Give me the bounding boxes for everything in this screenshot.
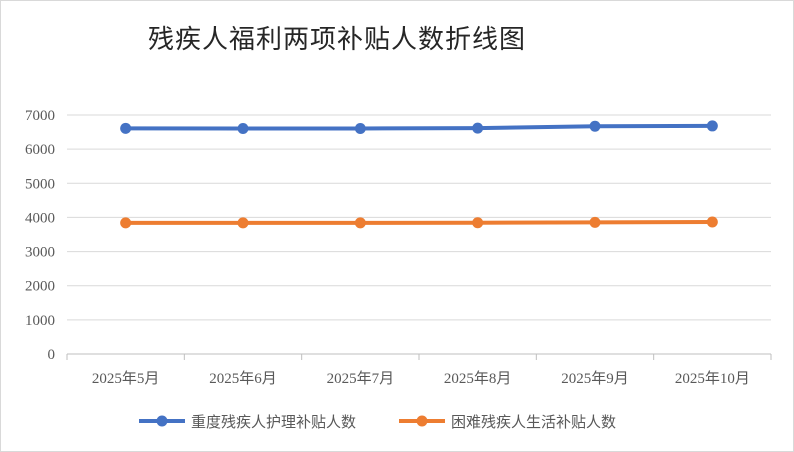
data-point	[354, 217, 366, 229]
x-tick-label: 2025年6月	[209, 370, 277, 387]
data-point	[706, 120, 718, 132]
x-tick-label: 2025年5月	[92, 370, 160, 387]
x-tick-label: 2025年8月	[444, 370, 512, 387]
data-point	[706, 216, 718, 228]
y-tick-label: 6000	[25, 142, 55, 158]
legend-marker	[156, 415, 168, 427]
data-point	[120, 217, 132, 229]
data-point	[472, 217, 484, 229]
data-point	[237, 217, 249, 229]
y-tick-label: 3000	[25, 245, 55, 261]
legend-label: 重度残疾人护理补贴人数	[191, 413, 356, 431]
data-point	[589, 120, 601, 132]
y-tick-label: 7000	[25, 108, 55, 124]
y-tick-label: 0	[48, 347, 56, 363]
y-tick-label: 5000	[25, 176, 55, 192]
data-point	[589, 216, 601, 228]
chart-title: 残疾人福利两项补贴人数折线图	[147, 25, 526, 55]
y-tick-label: 1000	[25, 313, 55, 329]
data-point	[354, 122, 366, 134]
x-tick-label: 2025年7月	[327, 370, 395, 387]
legend-label: 困难残疾人生活补贴人数	[451, 413, 616, 431]
series-line-1	[125, 123, 713, 131]
series-line-2	[125, 220, 713, 225]
x-tick-label: 2025年10月	[675, 370, 750, 387]
data-point	[472, 122, 484, 134]
x-tick-label: 2025年9月	[561, 370, 629, 387]
y-tick-label: 2000	[25, 279, 55, 295]
y-tick-label: 4000	[25, 210, 55, 226]
data-point	[237, 122, 249, 134]
legend-marker	[416, 415, 428, 427]
data-point	[120, 122, 132, 134]
